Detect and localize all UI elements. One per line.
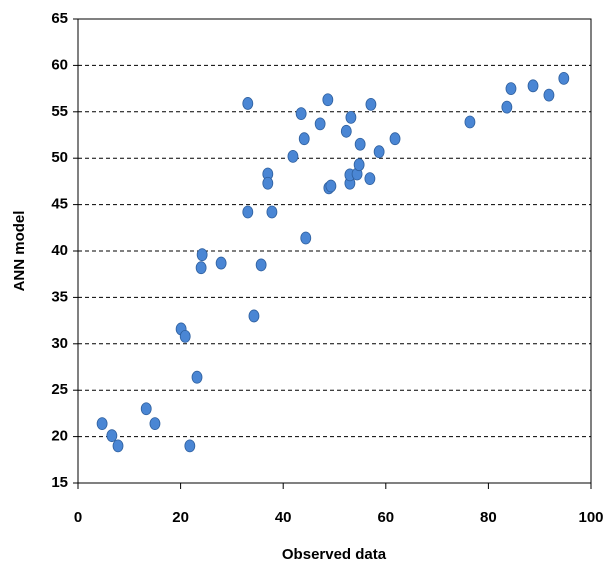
x-tick-label: 40 [275, 509, 292, 526]
point [389, 132, 401, 146]
x-tick-label: 20 [172, 509, 189, 526]
point [505, 82, 517, 95]
point [345, 110, 357, 124]
point [266, 205, 278, 219]
x-tick-label: 60 [377, 509, 394, 526]
point [322, 93, 334, 107]
point [262, 176, 274, 190]
point [300, 231, 312, 245]
x-tick-label: 0 [74, 509, 82, 526]
y-tick-label: 25 [51, 381, 68, 398]
point [255, 258, 267, 272]
point [287, 149, 299, 163]
point [242, 205, 254, 219]
point [96, 417, 108, 431]
point [196, 248, 208, 262]
point [295, 107, 307, 121]
point [527, 79, 539, 93]
point [184, 439, 196, 453]
point [149, 417, 161, 431]
point [242, 97, 254, 110]
point [325, 179, 337, 193]
point [373, 145, 385, 159]
point [365, 97, 377, 111]
point [179, 329, 191, 343]
x-tick-label: 80 [480, 509, 497, 526]
y-tick-label: 60 [51, 56, 68, 73]
point [364, 172, 376, 186]
point [140, 402, 152, 416]
plot-frame [77, 18, 592, 484]
point [353, 158, 365, 172]
y-tick-label: 35 [51, 288, 68, 305]
point [464, 115, 476, 129]
x-tick-label: 100 [578, 509, 603, 526]
point [195, 261, 207, 275]
point [354, 137, 366, 151]
point [298, 132, 310, 146]
point [314, 117, 326, 131]
y-tick-label: 45 [51, 196, 68, 213]
y-tick-label: 20 [51, 428, 68, 445]
point [501, 100, 513, 114]
point [112, 439, 124, 453]
y-tick-label: 65 [51, 10, 68, 27]
y-tick-label: 50 [51, 149, 68, 166]
point [248, 309, 260, 323]
x-axis-label: Observed data [282, 546, 387, 563]
y-tick-label: 30 [51, 335, 68, 352]
y-axis-label: ANN model [11, 211, 28, 292]
point [340, 124, 352, 138]
point [543, 88, 555, 102]
point [191, 370, 203, 384]
point [106, 429, 118, 443]
y-tick-label: 40 [51, 242, 68, 259]
point [215, 256, 227, 270]
y-tick-label: 55 [51, 103, 68, 120]
point [558, 71, 570, 85]
y-tick-label: 15 [51, 474, 68, 491]
